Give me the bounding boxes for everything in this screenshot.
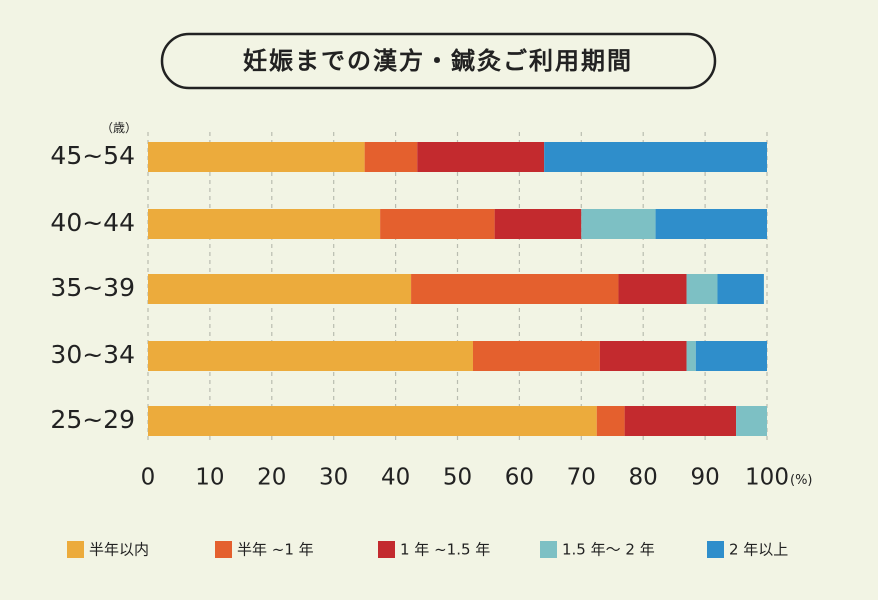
category-label: 35~39 <box>50 273 135 302</box>
category-label: 40~44 <box>50 208 135 237</box>
category-label: 45~54 <box>50 141 135 170</box>
bar-segment <box>148 274 412 304</box>
legend-swatch <box>67 541 84 558</box>
bar-segment <box>364 142 418 172</box>
bar-segment <box>417 142 545 172</box>
x-tick-label: 20 <box>257 465 286 491</box>
legend: 半年以内 半年 ~1 年 1 年 ~1.5 年 1.5 年〜 2 年 2 年以上 <box>67 541 788 559</box>
bar-segment <box>411 274 619 304</box>
legend-label: 2 年以上 <box>729 541 788 559</box>
category-label: 25~29 <box>50 405 135 434</box>
bar-segment <box>736 406 767 436</box>
bar-segment <box>655 209 767 239</box>
x-tick-label: 60 <box>505 465 534 491</box>
x-tick-label: 0 <box>141 465 156 491</box>
x-unit-label: (%) <box>790 473 813 488</box>
bar-segment <box>581 209 656 239</box>
bar-segment <box>686 341 696 371</box>
x-tick-labels: 0 10 20 30 40 50 60 70 80 90 100 <box>141 465 789 491</box>
bar-segment <box>599 341 687 371</box>
category-labels: 45~54 40~44 35~39 30~34 25~29 <box>50 141 135 434</box>
legend-swatch <box>540 541 557 558</box>
title-text: 妊娠までの漢方・鍼灸ご利用期間 <box>243 47 633 75</box>
legend-swatch <box>378 541 395 558</box>
legend-label: 半年 ~1 年 <box>237 541 314 559</box>
x-tick-label: 70 <box>567 465 596 491</box>
x-tick-label: 80 <box>629 465 658 491</box>
title-frame <box>160 32 717 90</box>
x-tick-label: 30 <box>319 465 348 491</box>
legend-swatch <box>707 541 724 558</box>
x-tick-label: 50 <box>443 465 472 491</box>
bar-segment <box>494 209 582 239</box>
y-unit-label: （歳） <box>101 121 137 135</box>
bar-segment <box>148 406 597 436</box>
x-tick-label: 90 <box>690 465 719 491</box>
x-tick-label: 100 <box>745 465 789 491</box>
bar-segment <box>472 341 600 371</box>
bars <box>148 142 767 436</box>
legend-label: 半年以内 <box>89 541 149 559</box>
bar-segment <box>148 209 381 239</box>
bar-segment <box>148 142 365 172</box>
bar-segment <box>148 341 473 371</box>
bar-segment <box>686 274 718 304</box>
bar-segment <box>544 142 767 172</box>
bar-segment <box>618 274 687 304</box>
bar-segment <box>380 209 495 239</box>
category-label: 30~34 <box>50 340 135 369</box>
bar-segment <box>717 274 764 304</box>
x-tick-label: 40 <box>381 465 410 491</box>
bar-segment <box>624 406 737 436</box>
chart-title: 妊娠までの漢方・鍼灸ご利用期間 <box>160 32 717 90</box>
legend-label: 1.5 年〜 2 年 <box>562 541 655 559</box>
bar-segment <box>695 341 767 371</box>
x-tick-label: 10 <box>195 465 224 491</box>
legend-label: 1 年 ~1.5 年 <box>400 541 490 559</box>
bar-segment <box>596 406 625 436</box>
legend-swatch <box>215 541 232 558</box>
